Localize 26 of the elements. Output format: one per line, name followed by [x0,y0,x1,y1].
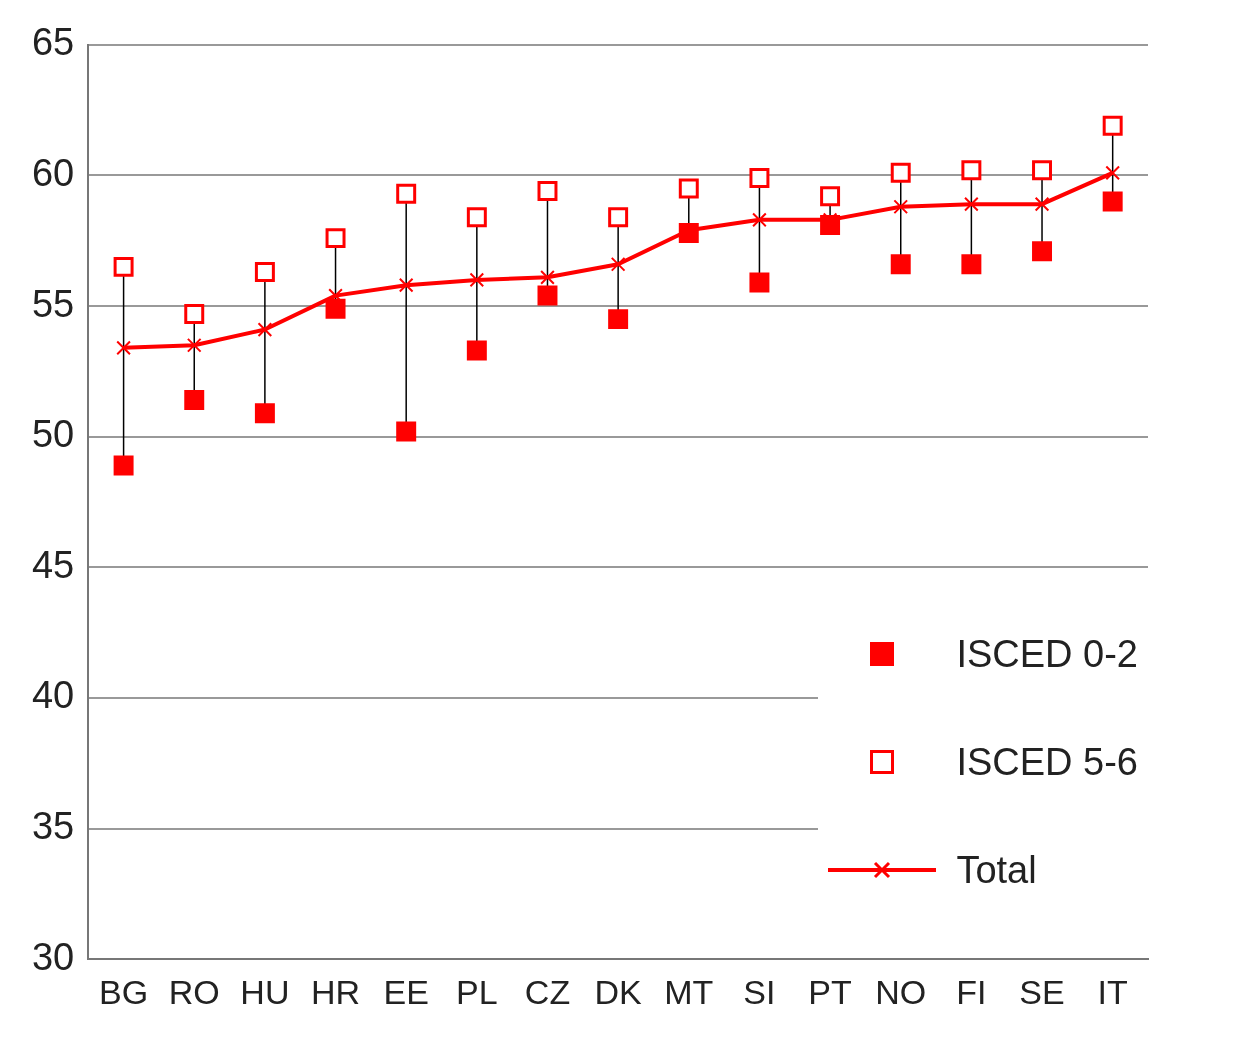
x-tick-label: MT [664,972,714,1011]
y-tick-label: 30 [31,935,75,978]
x-tick-label: FI [956,972,987,1011]
y-tick-label: 65 [31,21,75,64]
x-tick-label: RO [168,972,220,1011]
x-tick-label: IT [1097,972,1128,1011]
legend-label: ISCED 0-2 [956,632,1138,676]
legend-label: Total [956,848,1037,892]
x-tick-label: NO [875,972,927,1011]
legend-label: ISCED 5-6 [956,740,1138,784]
x-tick-label: BG [99,972,149,1011]
y-tick-label: 55 [31,282,75,325]
y-tick-label: 45 [31,543,75,586]
y-tick-label: 60 [31,151,75,194]
x-tick-label: EE [383,972,429,1011]
y-tick-label: 40 [31,674,75,717]
y-tick-label: 50 [31,413,75,456]
x-tick-label: PL [456,972,498,1011]
x-tick-label: CZ [524,972,571,1011]
x-tick-label: PT [808,972,852,1011]
y-tick-label: 35 [31,805,75,848]
x-tick-label: SI [743,972,776,1011]
x-tick-label: DK [594,972,643,1011]
x-tick-label: HU [240,972,290,1011]
x-tick-label: SE [1019,972,1065,1011]
x-tick-label: HR [310,972,361,1011]
